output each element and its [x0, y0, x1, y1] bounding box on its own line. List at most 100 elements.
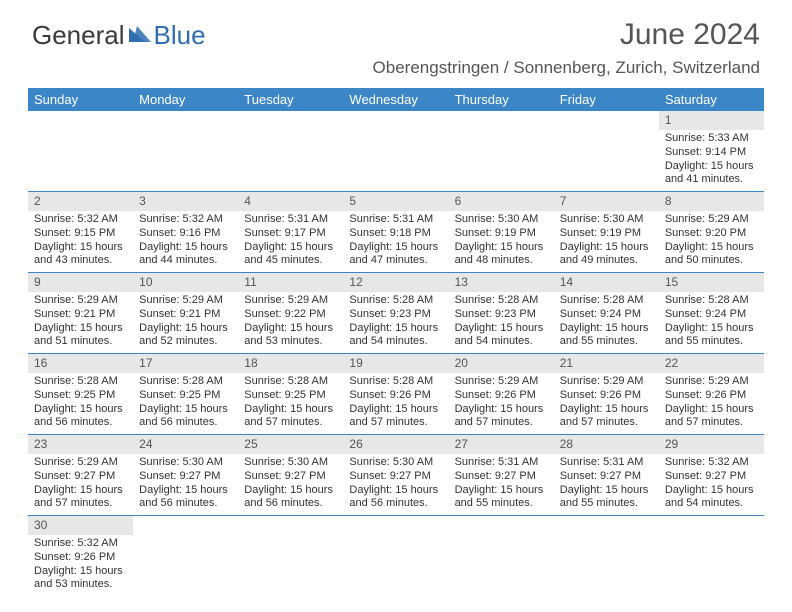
daylight-text: Daylight: 15 hours and 48 minutes.: [455, 241, 548, 269]
sunrise-text: Sunrise: 5:28 AM: [34, 375, 127, 389]
day-number: 29: [659, 435, 764, 454]
calendar-cell: 6Sunrise: 5:30 AMSunset: 9:19 PMDaylight…: [449, 192, 554, 273]
sunset-text: Sunset: 9:25 PM: [34, 389, 127, 403]
sunrise-text: Sunrise: 5:29 AM: [34, 456, 127, 470]
day-details: Sunrise: 5:28 AMSunset: 9:23 PMDaylight:…: [449, 292, 554, 353]
sunrise-text: Sunrise: 5:28 AM: [349, 294, 442, 308]
calendar-cell: [133, 516, 238, 597]
calendar-cell: 12Sunrise: 5:28 AMSunset: 9:23 PMDayligh…: [343, 273, 448, 354]
sunrise-text: Sunrise: 5:28 AM: [349, 375, 442, 389]
daylight-text: Daylight: 15 hours and 54 minutes.: [455, 322, 548, 350]
sunrise-text: Sunrise: 5:31 AM: [244, 213, 337, 227]
weekday-header: Saturday: [659, 88, 764, 111]
sunrise-text: Sunrise: 5:32 AM: [34, 213, 127, 227]
day-number: 8: [659, 192, 764, 211]
calendar-cell: 14Sunrise: 5:28 AMSunset: 9:24 PMDayligh…: [554, 273, 659, 354]
calendar-cell: 26Sunrise: 5:30 AMSunset: 9:27 PMDayligh…: [343, 435, 448, 516]
day-details: Sunrise: 5:29 AMSunset: 9:22 PMDaylight:…: [238, 292, 343, 353]
sunrise-text: Sunrise: 5:32 AM: [665, 456, 758, 470]
day-number: 25: [238, 435, 343, 454]
sunrise-text: Sunrise: 5:31 AM: [349, 213, 442, 227]
calendar-thead: SundayMondayTuesdayWednesdayThursdayFrid…: [28, 88, 764, 111]
day-number: 16: [28, 354, 133, 373]
day-number: 6: [449, 192, 554, 211]
day-details: Sunrise: 5:32 AMSunset: 9:26 PMDaylight:…: [28, 535, 133, 596]
sunrise-text: Sunrise: 5:29 AM: [560, 375, 653, 389]
sunset-text: Sunset: 9:23 PM: [455, 308, 548, 322]
sunset-text: Sunset: 9:27 PM: [455, 470, 548, 484]
calendar-cell: 25Sunrise: 5:30 AMSunset: 9:27 PMDayligh…: [238, 435, 343, 516]
sunrise-text: Sunrise: 5:29 AM: [455, 375, 548, 389]
sunset-text: Sunset: 9:24 PM: [560, 308, 653, 322]
calendar-cell: 17Sunrise: 5:28 AMSunset: 9:25 PMDayligh…: [133, 354, 238, 435]
day-number: 14: [554, 273, 659, 292]
location-text: Oberengstringen / Sonnenberg, Zurich, Sw…: [373, 58, 760, 78]
calendar-week-row: 16Sunrise: 5:28 AMSunset: 9:25 PMDayligh…: [28, 354, 764, 435]
calendar-cell: 27Sunrise: 5:31 AMSunset: 9:27 PMDayligh…: [449, 435, 554, 516]
day-number: [554, 111, 659, 130]
day-number: 18: [238, 354, 343, 373]
day-details: Sunrise: 5:29 AMSunset: 9:21 PMDaylight:…: [28, 292, 133, 353]
sunset-text: Sunset: 9:27 PM: [34, 470, 127, 484]
calendar-cell: 9Sunrise: 5:29 AMSunset: 9:21 PMDaylight…: [28, 273, 133, 354]
daylight-text: Daylight: 15 hours and 56 minutes.: [139, 484, 232, 512]
calendar-week-row: 2Sunrise: 5:32 AMSunset: 9:15 PMDaylight…: [28, 192, 764, 273]
day-number: 15: [659, 273, 764, 292]
logo: General Blue: [32, 18, 206, 53]
day-number: [449, 516, 554, 535]
sunrise-text: Sunrise: 5:28 AM: [139, 375, 232, 389]
sunrise-text: Sunrise: 5:28 AM: [560, 294, 653, 308]
logo-text-general: General: [32, 20, 125, 51]
daylight-text: Daylight: 15 hours and 49 minutes.: [560, 241, 653, 269]
calendar-cell: [659, 516, 764, 597]
title-block: June 2024 Oberengstringen / Sonnenberg, …: [373, 18, 760, 78]
calendar-cell: [28, 111, 133, 192]
calendar-cell: [343, 516, 448, 597]
day-details: Sunrise: 5:28 AMSunset: 9:26 PMDaylight:…: [343, 373, 448, 434]
calendar-cell: [449, 111, 554, 192]
day-details: Sunrise: 5:30 AMSunset: 9:19 PMDaylight:…: [554, 211, 659, 272]
calendar-cell: [554, 111, 659, 192]
daylight-text: Daylight: 15 hours and 55 minutes.: [455, 484, 548, 512]
daylight-text: Daylight: 15 hours and 57 minutes.: [34, 484, 127, 512]
day-details: Sunrise: 5:31 AMSunset: 9:17 PMDaylight:…: [238, 211, 343, 272]
daylight-text: Daylight: 15 hours and 57 minutes.: [244, 403, 337, 431]
sunrise-text: Sunrise: 5:32 AM: [139, 213, 232, 227]
sunrise-text: Sunrise: 5:30 AM: [244, 456, 337, 470]
day-number: [28, 111, 133, 130]
day-details: Sunrise: 5:32 AMSunset: 9:27 PMDaylight:…: [659, 454, 764, 515]
page-header: General Blue June 2024 Oberengstringen /…: [0, 0, 792, 82]
daylight-text: Daylight: 15 hours and 57 minutes.: [349, 403, 442, 431]
calendar-cell: 19Sunrise: 5:28 AMSunset: 9:26 PMDayligh…: [343, 354, 448, 435]
calendar-cell: 3Sunrise: 5:32 AMSunset: 9:16 PMDaylight…: [133, 192, 238, 273]
calendar-week-row: 23Sunrise: 5:29 AMSunset: 9:27 PMDayligh…: [28, 435, 764, 516]
calendar-cell: [238, 516, 343, 597]
day-details: Sunrise: 5:28 AMSunset: 9:25 PMDaylight:…: [28, 373, 133, 434]
sunset-text: Sunset: 9:24 PM: [665, 308, 758, 322]
daylight-text: Daylight: 15 hours and 57 minutes.: [455, 403, 548, 431]
sunrise-text: Sunrise: 5:30 AM: [349, 456, 442, 470]
sunset-text: Sunset: 9:16 PM: [139, 227, 232, 241]
day-number: 21: [554, 354, 659, 373]
sunrise-text: Sunrise: 5:31 AM: [560, 456, 653, 470]
calendar-cell: 29Sunrise: 5:32 AMSunset: 9:27 PMDayligh…: [659, 435, 764, 516]
daylight-text: Daylight: 15 hours and 54 minutes.: [349, 322, 442, 350]
sunset-text: Sunset: 9:26 PM: [560, 389, 653, 403]
day-number: 26: [343, 435, 448, 454]
calendar-cell: 22Sunrise: 5:29 AMSunset: 9:26 PMDayligh…: [659, 354, 764, 435]
day-number: 23: [28, 435, 133, 454]
day-number: 10: [133, 273, 238, 292]
daylight-text: Daylight: 15 hours and 44 minutes.: [139, 241, 232, 269]
sunrise-text: Sunrise: 5:29 AM: [244, 294, 337, 308]
calendar-cell: 11Sunrise: 5:29 AMSunset: 9:22 PMDayligh…: [238, 273, 343, 354]
day-details: Sunrise: 5:28 AMSunset: 9:23 PMDaylight:…: [343, 292, 448, 353]
calendar-cell: 24Sunrise: 5:30 AMSunset: 9:27 PMDayligh…: [133, 435, 238, 516]
day-details: Sunrise: 5:32 AMSunset: 9:16 PMDaylight:…: [133, 211, 238, 272]
calendar-cell: 23 Sunrise: 5:29 AMSunset: 9:27 PMDayligh…: [28, 435, 133, 516]
day-details: Sunrise: 5:28 AMSunset: 9:24 PMDaylight:…: [554, 292, 659, 353]
sunrise-text: Sunrise: 5:32 AM: [34, 537, 127, 551]
weekday-header: Tuesday: [238, 88, 343, 111]
day-number: 24: [133, 435, 238, 454]
day-details: Sunrise: 5:33 AMSunset: 9:14 PMDaylight:…: [659, 130, 764, 191]
day-number: [343, 516, 448, 535]
